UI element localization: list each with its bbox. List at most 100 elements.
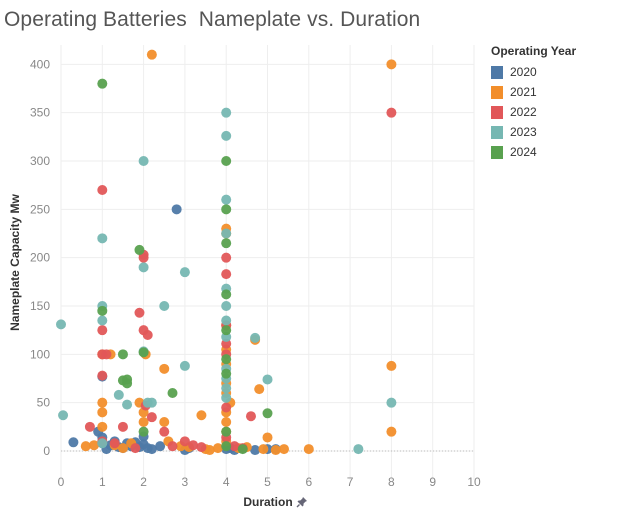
data-point-2024[interactable] — [221, 289, 232, 300]
data-point-2021[interactable] — [159, 363, 170, 374]
data-point-2024[interactable] — [221, 156, 232, 166]
data-point-2023[interactable] — [221, 194, 232, 205]
data-point-2021[interactable] — [258, 444, 269, 455]
data-point-2021[interactable] — [89, 440, 100, 451]
data-point-2024[interactable] — [237, 444, 248, 455]
data-point-2022[interactable] — [221, 269, 232, 280]
data-point-2022[interactable] — [109, 438, 120, 449]
data-point-2022[interactable] — [196, 442, 207, 453]
data-point-2023[interactable] — [221, 301, 232, 311]
data-point-2022[interactable] — [130, 443, 141, 454]
data-point-2021[interactable] — [386, 426, 397, 437]
data-point-2023[interactable] — [159, 301, 170, 311]
data-point-2022[interactable] — [245, 411, 256, 422]
data-point-2020[interactable] — [68, 437, 79, 448]
data-point-2022[interactable] — [117, 421, 128, 432]
data-point-2023[interactable] — [113, 389, 124, 400]
data-point-2024[interactable] — [221, 325, 232, 336]
data-point-2023[interactable] — [221, 383, 232, 394]
data-point-2021[interactable] — [262, 432, 273, 443]
data-point-2021[interactable] — [196, 410, 207, 421]
data-point-2024[interactable] — [138, 347, 149, 358]
data-point-2024[interactable] — [262, 408, 273, 419]
legend-item-2024[interactable]: 2024 — [491, 142, 576, 162]
data-point-2024[interactable] — [134, 244, 145, 255]
data-point-2022[interactable] — [229, 441, 240, 452]
data-point-2021[interactable] — [146, 49, 157, 60]
data-point-2021[interactable] — [204, 445, 215, 456]
data-point-2024[interactable] — [97, 305, 108, 316]
data-point-2024[interactable] — [221, 368, 232, 379]
data-point-2022[interactable] — [84, 421, 95, 432]
data-point-2021[interactable] — [270, 445, 281, 456]
data-point-2023[interactable] — [138, 262, 149, 273]
data-point-2024[interactable] — [221, 426, 232, 437]
data-point-2022[interactable] — [97, 370, 108, 381]
data-point-2022[interactable] — [97, 185, 108, 195]
data-point-2023[interactable] — [221, 228, 232, 239]
legend-item-2020[interactable]: 2020 — [491, 62, 576, 82]
data-point-2023[interactable] — [221, 392, 232, 403]
data-point-2022[interactable] — [142, 330, 153, 340]
legend-item-2022[interactable]: 2022 — [491, 102, 576, 122]
data-point-2021[interactable] — [138, 417, 149, 427]
data-point-2022[interactable] — [221, 402, 232, 413]
data-point-2023[interactable] — [386, 397, 397, 408]
data-point-2020[interactable] — [146, 444, 157, 455]
data-point-2023[interactable] — [56, 319, 66, 330]
data-point-2023[interactable] — [138, 156, 149, 166]
legend-item-2023[interactable]: 2023 — [491, 122, 576, 142]
data-point-2020[interactable] — [155, 441, 166, 452]
data-point-2023[interactable] — [353, 444, 364, 455]
data-point-2022[interactable] — [179, 436, 190, 447]
data-point-2021[interactable] — [279, 444, 290, 455]
data-point-2022[interactable] — [146, 412, 157, 423]
data-point-2024[interactable] — [122, 378, 133, 389]
data-point-2024[interactable] — [221, 354, 232, 365]
data-point-2021[interactable] — [386, 360, 397, 371]
data-point-2021[interactable] — [212, 443, 223, 454]
data-point-2021[interactable] — [303, 444, 314, 455]
data-point-2024[interactable] — [97, 78, 108, 89]
data-point-2023[interactable] — [97, 438, 108, 449]
legend-item-2021[interactable]: 2021 — [491, 82, 576, 102]
data-point-2024[interactable] — [221, 238, 232, 249]
data-point-2024[interactable] — [167, 388, 178, 398]
data-point-2023[interactable] — [58, 410, 69, 421]
data-point-2024[interactable] — [221, 204, 232, 215]
data-point-2022[interactable] — [134, 307, 145, 318]
data-point-2024[interactable] — [221, 441, 232, 452]
data-point-2022[interactable] — [159, 426, 170, 437]
data-point-2023[interactable] — [97, 315, 108, 326]
data-point-2023[interactable] — [221, 130, 232, 141]
data-point-2022[interactable] — [138, 252, 149, 263]
data-point-2020[interactable] — [250, 445, 261, 456]
data-point-2021[interactable] — [386, 59, 397, 70]
data-point-2020[interactable] — [171, 204, 182, 215]
data-point-2022[interactable] — [97, 325, 108, 336]
data-point-2021[interactable] — [97, 421, 108, 432]
data-point-2022[interactable] — [101, 349, 112, 360]
data-point-2023[interactable] — [146, 397, 157, 408]
data-point-2023[interactable] — [122, 399, 133, 410]
data-point-2022[interactable] — [386, 107, 397, 118]
data-point-2022[interactable] — [167, 441, 178, 452]
data-point-2023[interactable] — [221, 107, 232, 118]
data-point-2023[interactable] — [221, 315, 232, 326]
data-point-2023[interactable] — [97, 233, 108, 244]
data-point-2021[interactable] — [117, 443, 128, 454]
data-point-2021[interactable] — [80, 441, 91, 452]
data-point-2021[interactable] — [159, 417, 170, 427]
data-point-2023[interactable] — [250, 332, 261, 343]
data-point-2021[interactable] — [254, 384, 265, 395]
data-point-2024[interactable] — [117, 349, 128, 360]
data-point-2021[interactable] — [221, 417, 232, 427]
data-point-2022[interactable] — [221, 252, 232, 263]
data-point-2023[interactable] — [179, 267, 190, 278]
data-point-2021[interactable] — [97, 397, 108, 408]
data-point-2022[interactable] — [188, 440, 199, 451]
data-point-2023[interactable] — [179, 360, 190, 371]
data-point-2024[interactable] — [138, 426, 149, 437]
data-point-2023[interactable] — [262, 374, 273, 385]
